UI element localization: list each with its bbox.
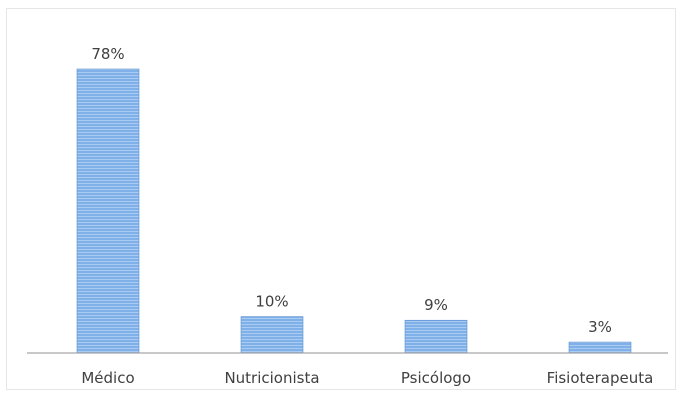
bars-group <box>76 68 632 354</box>
data-label-2: 9% <box>424 296 448 314</box>
category-labels-group: Médico Nutricionista Psicólogo Fisioterapeu… <box>81 369 653 387</box>
bar-medico <box>76 68 140 354</box>
category-label-0: Médico <box>81 369 134 387</box>
data-labels-group: 78% 10% 9% 3% <box>91 45 612 336</box>
data-label-1: 10% <box>255 293 288 311</box>
bar-fisioterapeuta <box>568 341 632 354</box>
data-label-3: 3% <box>588 318 612 336</box>
data-label-0: 78% <box>91 45 124 63</box>
category-label-1: Nutricionista <box>224 369 319 387</box>
category-label-3: Fisioterapeuta <box>547 369 654 387</box>
bar-psicologo <box>404 319 468 354</box>
bar-nutricionista <box>240 316 304 354</box>
category-label-2: Psicólogo <box>401 369 471 387</box>
